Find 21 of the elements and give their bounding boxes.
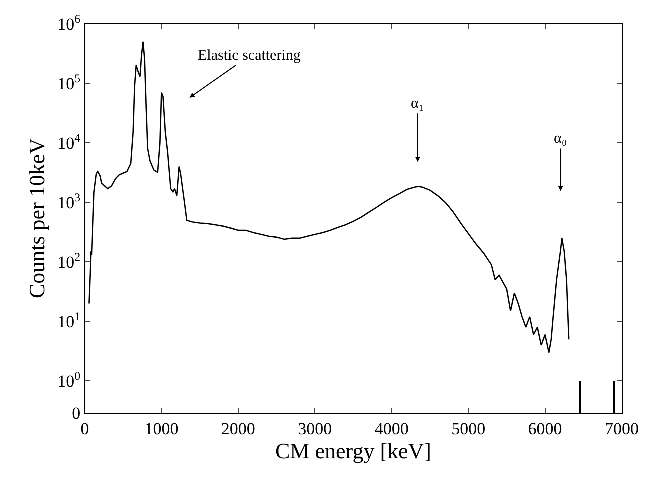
y-tick-label: 10$^{0}$ [58,369,81,392]
x-tick-label: 2000 [221,419,256,438]
x-tick-label: 6000 [528,419,562,438]
line-series [88,41,570,354]
x-tick-label: 5000 [452,419,486,438]
x-axis-title: CM energy [keV] [276,438,432,464]
y-tick-label: 0 [72,404,81,423]
y-tick-label: 10$^{2}$ [58,250,81,272]
y-axis-title: Counts per 10keV [24,138,50,299]
x-tick-label: 7000 [605,419,639,438]
x-tick-label: 3000 [298,419,332,438]
y-tick-label: 10$^{5}$ [58,71,81,94]
x-tick-label: 1000 [144,419,179,438]
x-tick-label: 4000 [374,419,409,438]
annotation: α₀ [554,131,568,147]
annotation: α₁ [411,96,424,112]
y-tick-label: 10$^{3}$ [58,190,81,213]
y-tick-label: 10$^{4}$ [58,130,81,154]
annotation: Elastic scattering [198,48,302,64]
y-tick-label: 10$^{1}$ [58,309,81,332]
y-tick-label: 10$^{6}$ [58,12,81,34]
